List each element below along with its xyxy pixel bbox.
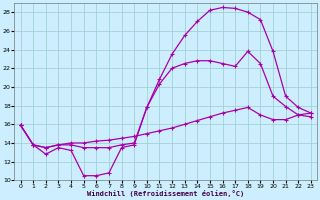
X-axis label: Windchill (Refroidissement éolien,°C): Windchill (Refroidissement éolien,°C): [87, 190, 244, 197]
